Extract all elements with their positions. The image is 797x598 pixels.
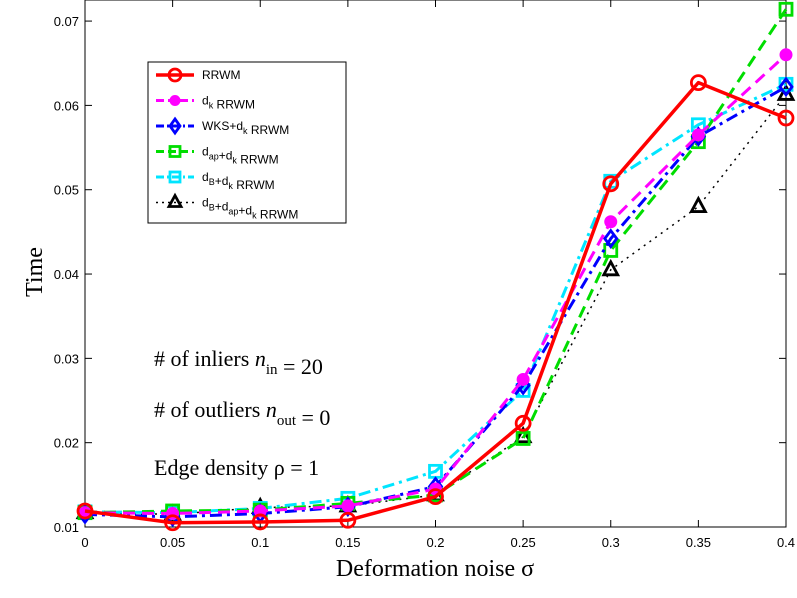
marker-dot [341,499,355,513]
y-tick-label: 0.06 [54,98,79,113]
x-tick-label: 0.15 [335,535,360,550]
marker-dot [604,215,618,229]
series-layer [75,1,796,532]
legend-entry: WKS+dk RRWM [156,116,289,137]
marker-circle [167,67,183,83]
legend-entry: dap+dk RRWM [156,145,279,167]
legend: RRWM dk RRWM WKS+dk RRWM dap+dk RRWM dB+dk R… [147,61,347,224]
x-tick-label: 0.35 [686,535,711,550]
marker-triangle [166,192,184,208]
x-tick-label: 0.05 [160,535,185,550]
legend-box [147,61,347,224]
x-tick-label: 0.3 [602,535,620,550]
legend-label: dB+dk RRWM [202,170,275,192]
marker-square [778,1,794,17]
legend-entry: dB+dap+dk RRWM [156,192,298,222]
legend-entry: dk RRWM [156,94,255,112]
annotation-line: # of outliers nout = 0 [154,397,330,430]
legend-entry: dB+dk RRWM [156,170,275,192]
legend-label: RRWM [202,68,240,82]
marker-square [168,145,182,158]
marker-square [168,170,182,184]
legend-label: dap+dk RRWM [202,145,279,167]
x-tick-label: 0.1 [251,535,269,550]
x-axis-label: Deformation noise σ [336,556,534,582]
marker-diamond [603,228,619,249]
y-tick-label: 0.03 [54,351,79,366]
marker-circle [76,502,94,520]
marker-circle [251,513,269,531]
legend-label: dB+dap+dk RRWM [202,196,298,222]
marker-triangle [776,83,796,101]
x-tick-label: 0.4 [777,535,795,550]
annotations: # of inliers nin = 20 # of outliers nout … [154,346,330,480]
x-tick-label: 0.25 [510,535,535,550]
marker-dot [253,504,267,518]
series-line [84,82,787,515]
y-tick-label: 0.01 [54,520,79,535]
marker-circle [164,514,182,532]
legend-label: WKS+dk RRWM [202,119,289,137]
y-tick-label: 0.02 [54,436,79,451]
marker-triangle [689,195,708,213]
marker-triangle [601,258,621,277]
marker-dot [169,95,181,106]
legend-label: dk RRWM [202,94,255,112]
marker-diamond [168,116,182,136]
marker-dot [691,128,705,142]
y-tick-label: 0.05 [54,183,79,198]
y-tick-label: 0.04 [54,267,79,282]
marker-dot [779,48,793,62]
marker-diamond [778,76,794,98]
marker-triangle [513,425,533,444]
annotation-line: Edge density ρ = 1 [154,455,319,480]
marker-circle [777,109,795,127]
marker-circle [427,488,444,506]
y-axis-label: Time [22,247,48,297]
y-tick-label: 0.07 [54,14,79,29]
x-tick-label: 0 [81,535,88,550]
marker-dot [516,372,530,386]
marker-circle [602,175,620,193]
marker-circle [339,511,357,529]
marker-circle [689,74,707,92]
marker-square [515,431,531,446]
series-line [84,80,787,525]
axes: 0 0.05 0.1 0.15 0.2 0.25 0.3 0.35 0.4 0.01 0.02 0.0… [54,0,795,550]
series-rrwm [76,74,795,532]
marker-circle [514,414,532,432]
annotation-line: # of inliers nin = 20 [154,346,323,379]
legend-entry: RRWM [156,67,240,83]
x-tick-label: 0.2 [426,535,444,550]
